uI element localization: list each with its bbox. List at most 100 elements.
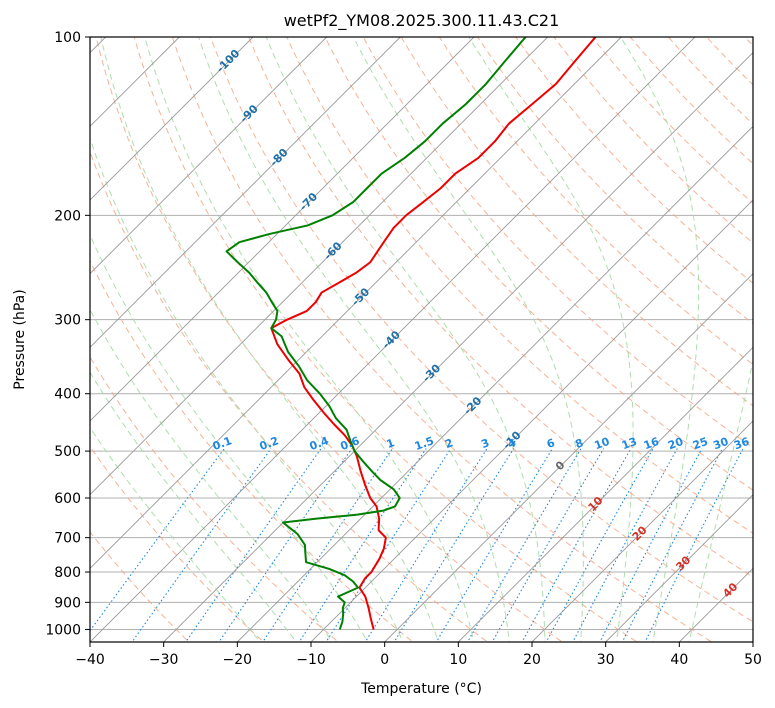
- mixing-ratio-label: 30: [711, 435, 730, 453]
- x-tick-label: 10: [449, 652, 467, 668]
- mixing-ratio-label: 3: [479, 436, 491, 451]
- moist-adiabat-line: [352, 37, 584, 642]
- chart-title: wetPf2_YM08.2025.300.11.43.C21: [284, 11, 560, 31]
- isotherm-line: [90, 37, 254, 201]
- mixing-ratio-label: 0.6: [339, 434, 362, 453]
- moist-adiabat-line: [688, 358, 753, 642]
- dry-adiabat-line: [171, 37, 713, 642]
- moist-adiabat-line: [90, 308, 333, 642]
- y-tick-label: 200: [54, 208, 81, 224]
- dry-adiabat-line: [90, 445, 265, 642]
- x-tick-label: 20: [523, 652, 541, 668]
- y-axis-label: Pressure (hPa): [12, 289, 28, 389]
- mixing-ratio-label: 8: [573, 436, 585, 451]
- dry-adiabat-line: [438, 37, 753, 366]
- plot-area: -100-90-80-70-60-50-40-30-20-10010203040…: [90, 37, 753, 642]
- mixing-ratio-line: [435, 448, 553, 642]
- moist-adiabat-line: [90, 136, 404, 642]
- moist-adiabat-line: [90, 426, 261, 642]
- isotherm-line: [90, 37, 622, 569]
- moist-adiabat-line: [90, 233, 369, 642]
- moist-adiabat-line: [619, 37, 700, 642]
- moist-adiabat-line: [468, 37, 634, 642]
- x-tick-label: 40: [670, 652, 688, 668]
- moist-adiabat-line: [144, 37, 475, 642]
- mixing-ratio-line: [466, 448, 582, 642]
- dewpoint-profile-line: [225, 37, 527, 630]
- isotherms: [90, 37, 753, 642]
- mixing-ratio-label: 10: [593, 435, 612, 453]
- mixing-ratio-line: [325, 448, 452, 642]
- mixing-ratio-label: 16: [642, 435, 661, 453]
- moist-adiabat-line: [90, 371, 297, 642]
- moist-adiabat-line: [100, 37, 440, 642]
- mixing-ratio-line: [599, 448, 703, 642]
- plot-frame: [89, 36, 754, 643]
- dry-adiabat-line: [90, 356, 339, 642]
- isotherm-line: [90, 37, 548, 496]
- isotherm-line: [237, 125, 753, 642]
- x-tick-label: 0: [380, 652, 389, 668]
- mixing-ratio-label: 0.4: [308, 434, 331, 453]
- x-axis-label: Temperature (°C): [360, 681, 482, 697]
- mixing-ratio-line: [572, 448, 678, 642]
- isotherm-line: [90, 37, 401, 348]
- y-tick-label: 600: [54, 491, 81, 507]
- mixing-ratio-label: 1: [385, 436, 397, 451]
- moist-adiabat-line: [265, 37, 546, 642]
- x-tick-label: −10: [296, 652, 326, 668]
- isotherm-line: [605, 494, 753, 642]
- dry-adiabat-line: [476, 37, 753, 325]
- dry-adiabat-line: [90, 259, 414, 642]
- mixing-ratio-line: [491, 448, 605, 642]
- axes: −40 −30 −20 −10 0 10 20 30 40 5010020030040050060…: [45, 30, 762, 668]
- isotherm-line: [531, 420, 753, 642]
- isotherm-line: [90, 37, 327, 275]
- mixing-ratio-line: [364, 448, 488, 642]
- x-tick-label: −20: [223, 652, 253, 668]
- temperature-profile-line: [270, 37, 597, 630]
- mixing-ratio-line: [218, 448, 353, 642]
- horizontal-gridlines: [90, 36, 753, 630]
- mixing-ratio-label: 0.1: [211, 434, 234, 453]
- x-tick-label: 50: [744, 652, 762, 668]
- mixing-ratio-label: 0.2: [258, 434, 281, 453]
- y-tick-label: 100: [54, 30, 81, 46]
- isotherm-line: [310, 199, 753, 642]
- mixing-ratio-line: [185, 448, 322, 642]
- y-tick-label: 300: [54, 313, 81, 329]
- dry-adiabat-line: [400, 37, 753, 407]
- dry-adiabat-line: [95, 37, 564, 642]
- sounding-profiles: [225, 37, 597, 630]
- dry-adiabat-line: [90, 150, 489, 642]
- moist-adiabat-line: [198, 37, 510, 642]
- isotherm-line: [458, 346, 753, 642]
- isotherm-line: [384, 273, 753, 642]
- x-tick-label: −40: [75, 652, 105, 668]
- y-tick-label: 500: [54, 444, 81, 460]
- mixing-ratio-lines: [90, 448, 744, 642]
- mixing-ratio-label: 13: [620, 435, 639, 452]
- mixing-ratio-label: 2: [443, 436, 455, 451]
- dry-adiabat-line: [515, 37, 753, 284]
- dry-adiabat-line: [209, 37, 753, 623]
- mixing-ratio-label: 1.5: [413, 434, 436, 453]
- isotherm-line: [90, 37, 696, 642]
- isotherm-line: [163, 52, 753, 642]
- x-tick-label: −30: [149, 652, 179, 668]
- mixing-ratio-label: 6: [545, 436, 557, 451]
- mixing-ratio-line: [298, 448, 427, 642]
- mixing-ratio-label: 36: [732, 435, 751, 453]
- isotherm-line: [90, 37, 475, 422]
- y-tick-label: 400: [54, 387, 81, 403]
- mixing-ratio-label: 4: [506, 436, 518, 451]
- x-tick-label: 30: [597, 652, 615, 668]
- y-tick-label: 800: [54, 565, 81, 581]
- mixing-ratio-label: 20: [666, 435, 685, 453]
- moist-adiabats: [90, 37, 753, 642]
- mixing-ratio-line: [393, 448, 515, 642]
- y-tick-label: 700: [54, 531, 81, 547]
- y-tick-label: 900: [54, 595, 81, 611]
